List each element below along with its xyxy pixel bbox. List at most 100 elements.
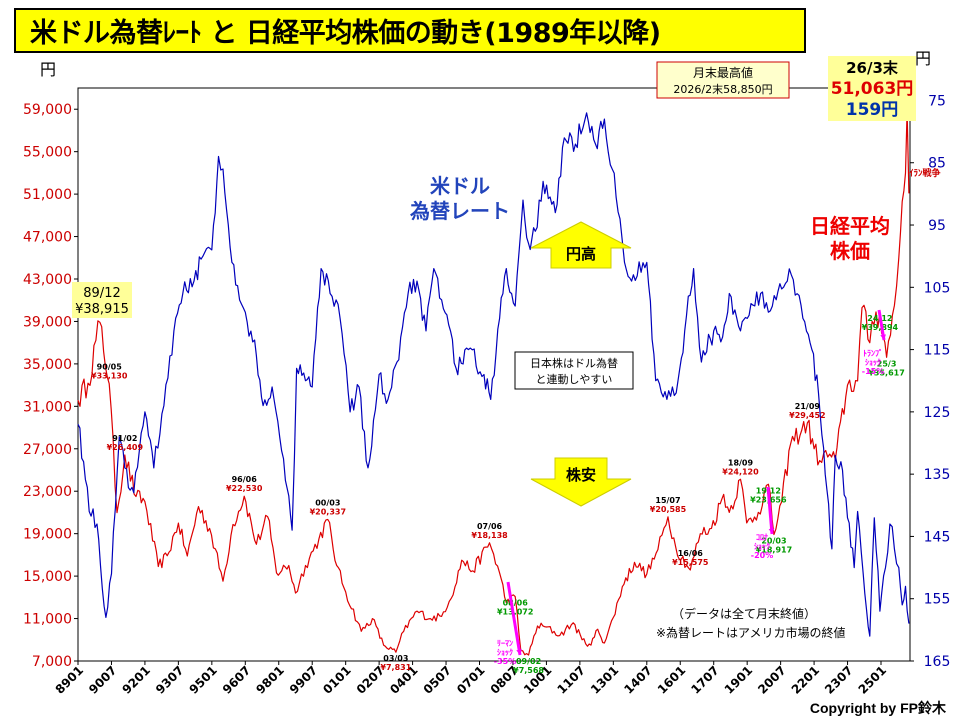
annotation-value: ¥7,831 — [380, 663, 411, 672]
x-axis-tick-label: 9607 — [220, 663, 254, 697]
latest-nikkei-label: 51,063円 — [831, 79, 914, 99]
chart-title: 米ドル為替ﾚｰﾄ と 日経平均株価の動き(1989年以降) — [30, 18, 661, 49]
plot-frame — [77, 87, 911, 662]
x-axis-tick-label: 9307 — [153, 663, 187, 697]
annotation-date: 18/09 — [728, 458, 754, 467]
right-axis-tick-label: 145 — [924, 529, 951, 545]
usd-series-label: 為替レート — [410, 199, 510, 223]
annotation-value: ¥24,120 — [722, 467, 759, 476]
left-axis-tick-label: 23,000 — [23, 484, 72, 500]
monthly-high-title: 月末最高値 — [693, 65, 753, 80]
footnote-fx: ※為替レートはアメリカ市場の終値 — [656, 625, 845, 640]
latest-usdjpy-label: 159円 — [846, 100, 899, 120]
right-axis-tick-label: 105 — [924, 280, 951, 296]
corona-shock-label: -20% — [751, 551, 773, 560]
annotation-value: ¥29,452 — [789, 411, 825, 420]
left-axis-tick-label: 35,000 — [23, 357, 72, 373]
latest-date-label: 26/3末 — [846, 59, 899, 77]
left-axis-tick-label: 11,000 — [23, 612, 72, 628]
x-axis-tick-label: 1707 — [688, 663, 722, 697]
lehman-shock-label: ｼｮｯｸ — [497, 648, 513, 657]
annotation-value: ¥18,917 — [756, 546, 792, 555]
right-axis-tick-label: 115 — [924, 343, 951, 359]
footnote-data: （データは全て月末終値） — [672, 606, 816, 621]
x-axis-tick-label: 2201 — [789, 663, 823, 697]
x-axis-tick-label: 0507 — [421, 663, 455, 697]
latest-values-box — [828, 56, 916, 121]
x-axis-tick-label: 1901 — [722, 663, 756, 697]
copyright-text: Copyright by FP鈴木 — [809, 700, 946, 716]
nikkei-series-label: 日経平均 — [810, 214, 890, 238]
right-axis-tick-label: 125 — [924, 405, 951, 421]
left-axis-unit: 円 — [40, 60, 56, 79]
annotation-value: ¥38,915 — [75, 302, 129, 317]
monthly-high-box — [656, 61, 790, 99]
annotation-value: ¥20,337 — [310, 507, 346, 516]
annotation-date: 16/06 — [678, 549, 704, 558]
note-box-line: 日本株はドル為替 — [530, 356, 618, 370]
left-axis-tick-label: 15,000 — [23, 569, 72, 585]
nikkei-series-line — [77, 110, 910, 656]
note-box-line: と連動しやすい — [536, 372, 613, 386]
x-axis-tick-label: 2007 — [755, 663, 789, 697]
annotation-value: ¥39,894 — [862, 323, 899, 332]
lehman-shock-arrow-shaft — [506, 581, 522, 656]
x-axis-tick-label: 1601 — [655, 663, 689, 697]
left-axis-tick-label: 43,000 — [23, 272, 72, 288]
annotation-date: 90/05 — [97, 363, 123, 372]
x-axis-tick-label: 9907 — [287, 663, 321, 697]
right-axis-tick-label: 155 — [924, 592, 951, 608]
annotation-value: ¥15,575 — [672, 558, 709, 567]
trump-shock-label: -15% — [862, 367, 884, 376]
yen-strong-label: 円高 — [566, 245, 596, 263]
nikkei-series-label: 株価 — [830, 239, 870, 263]
annotation-date: 00/03 — [315, 498, 340, 507]
annotation-date: 91/02 — [112, 434, 137, 443]
corona-shock-label: ｺﾛﾅ — [756, 533, 768, 542]
x-axis-tick-label: 0101 — [320, 663, 354, 697]
usdjpy-series-line — [77, 112, 910, 637]
corona-shock-arrow-shaft — [766, 486, 774, 535]
annotation-date: 08/06 — [503, 599, 529, 608]
chart-title-banner: 米ドル為替ﾚｰﾄ と 日経平均株価の動き(1989年以降) — [14, 8, 806, 53]
right-axis-tick-label: 95 — [928, 218, 946, 234]
trump-shock-label: ｼｮｯｸ — [865, 358, 881, 367]
trump-shock-arrow-head — [880, 334, 886, 340]
annotation-value: ¥13,072 — [497, 608, 533, 617]
stocks-low-arrow — [530, 457, 632, 507]
annotation-value: ¥20,585 — [650, 505, 687, 514]
left-axis-tick-label: 55,000 — [23, 145, 72, 161]
usd-series-label: 米ドル — [430, 174, 490, 198]
left-axis-tick-label: 59,000 — [23, 102, 72, 118]
x-axis-tick-label: 9501 — [186, 663, 220, 697]
right-axis-unit: 円 — [915, 49, 931, 68]
right-axis-tick-label: 85 — [928, 156, 946, 172]
annotation-value: ¥18,138 — [471, 531, 508, 540]
annotation-date: 09/02 — [516, 657, 541, 666]
left-axis-tick-label: 7,000 — [32, 654, 72, 670]
corona-shock-arrow-head — [768, 528, 775, 534]
x-axis-tick-label: 2501 — [856, 663, 890, 697]
monthly-high-value: 2026/2末58,850円 — [673, 82, 772, 96]
annotation-value: ¥26,409 — [107, 443, 144, 452]
annotation-value: ¥22,530 — [226, 484, 263, 493]
stocks-low-label: 株安 — [566, 466, 596, 484]
annotation-date: 20/03 — [761, 537, 786, 546]
lehman-shock-arrow-head — [516, 649, 522, 655]
x-axis-tick-label: 1301 — [588, 663, 622, 697]
left-axis-tick-label: 51,000 — [23, 187, 72, 203]
x-axis-tick-label: 9801 — [253, 663, 287, 697]
annotation-value: ¥7,568 — [513, 666, 544, 675]
left-axis-tick-label: 39,000 — [23, 314, 72, 330]
x-axis-tick-label: 9007 — [86, 663, 120, 697]
left-axis-tick-label: 47,000 — [23, 230, 72, 246]
lehman-shock-label: ﾘｰﾏﾝ — [497, 639, 513, 648]
annotation-value: ¥35,617 — [868, 368, 904, 377]
x-axis-tick-label: 1107 — [554, 663, 588, 697]
x-axis-tick-label: 2307 — [822, 663, 856, 697]
annotation-date: 21/09 — [795, 402, 821, 411]
x-axis-tick-label: 1407 — [621, 663, 655, 697]
annotation-date: 96/06 — [232, 475, 258, 484]
right-axis-tick-label: 165 — [924, 654, 951, 670]
